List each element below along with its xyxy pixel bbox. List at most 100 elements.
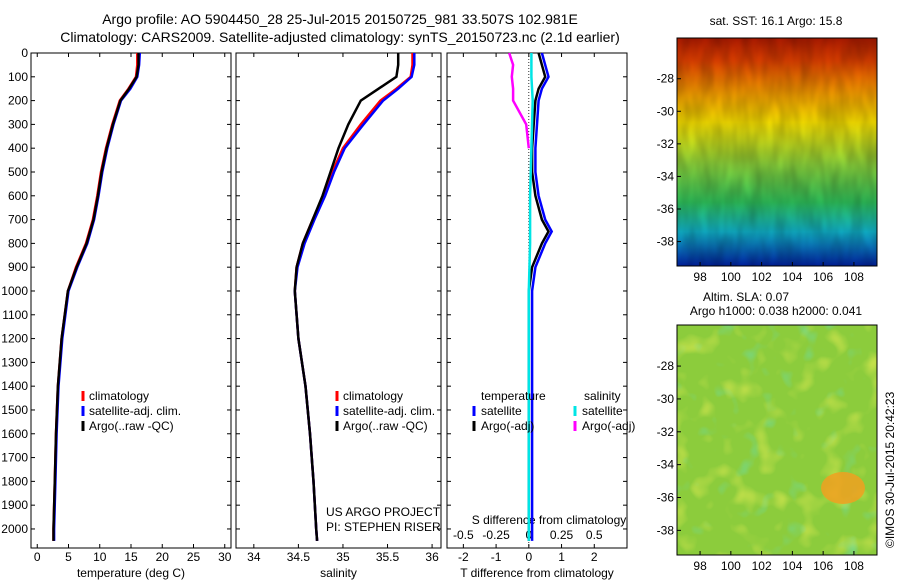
legend-label: satellite-adj. clim.	[343, 404, 435, 418]
y-tick-label: 2000	[1, 522, 28, 536]
series-line-1	[530, 52, 554, 541]
map-y-tick-label: -34	[657, 169, 675, 183]
map-y-tick-label: -36	[657, 491, 675, 505]
y-tick-label: 1000	[1, 284, 28, 298]
x-tick-label: 5	[65, 550, 72, 564]
y-tick-label: 700	[8, 213, 28, 227]
y-tick-label: 1900	[1, 498, 28, 512]
map-x-tick-label: 104	[782, 270, 802, 284]
x-tick-label: 25	[187, 550, 201, 564]
imos-stamp: ©IMOS 30-Jul-2015 20:42:23	[883, 391, 897, 548]
legend-label: satellite-adj. clim.	[89, 404, 181, 418]
x-axis-label: temperature (deg C)	[77, 566, 185, 580]
credit-text: PI: STEPHEN RISER	[326, 520, 441, 534]
map-x-tick-label: 108	[844, 270, 864, 284]
x-tick-label: 34	[247, 550, 261, 564]
x-tick-label: 20	[156, 550, 170, 564]
map-y-tick-label: -38	[657, 235, 675, 249]
x-tick-label: -1	[491, 550, 502, 564]
legend-header-temperature: temperature	[481, 389, 546, 403]
map-x-tick-label: 104	[782, 559, 802, 573]
x-tick-label: 1	[558, 550, 565, 564]
legend-label: Argo(-adj)	[582, 419, 635, 433]
legend-label: Argo(-adj)	[481, 419, 534, 433]
x-axis-label: T difference from climatology	[460, 566, 614, 580]
sst-heatmap-texture	[677, 38, 877, 266]
legend-label: satellite	[481, 404, 522, 418]
x-tick-label: 35	[336, 550, 350, 564]
salinity-profile-panel: 34 34.5 35 35.5 36 salinity climatologysatelli…	[235, 52, 442, 580]
y-tick-label: 0	[21, 46, 28, 60]
sla-map-subtitle: Argo h1000: 0.038 h2000: 0.041	[690, 304, 862, 318]
sla-map-frame	[676, 324, 878, 556]
y-tick-label: 300	[8, 117, 28, 131]
map-y-tick-label: -30	[657, 104, 675, 118]
x-axis-label: salinity	[320, 566, 357, 580]
x-tick-label: 36	[425, 550, 439, 564]
header-line-1: Argo profile: AO 5904450_28 25-Jul-2015 …	[102, 11, 578, 27]
series-line-4	[508, 52, 531, 149]
x-tick-label: 0	[34, 550, 41, 564]
y-tick-label: 1700	[1, 451, 28, 465]
plot-frame	[235, 52, 442, 549]
y-tick-label: 1800	[1, 474, 28, 488]
series-line-3	[293, 53, 400, 541]
x-tick-label: 35.5	[376, 550, 400, 564]
legend-label: Argo(..raw -QC)	[89, 419, 174, 433]
y-tick-label: 900	[8, 260, 28, 274]
x-tick-label: -2	[458, 550, 469, 564]
map-x-tick-label: 106	[813, 559, 833, 573]
map-x-tick-label: 108	[844, 559, 864, 573]
map-y-tick-label: -38	[657, 523, 675, 537]
y-tick-label: 1500	[1, 403, 28, 417]
x-tick-label: 30	[218, 550, 232, 564]
legend-label: satellite	[582, 404, 623, 418]
top-tick-label: -0.5	[453, 528, 474, 542]
series-line-3	[52, 53, 140, 541]
map-y-tick-label: -28	[657, 72, 675, 86]
sla-map-title: Altim. SLA: 0.07	[703, 290, 789, 304]
top-tick-label: 0.5	[586, 528, 603, 542]
sla-heatmap-lows	[677, 325, 877, 555]
x-tick-label: 34.5	[287, 550, 311, 564]
y-tick-label: 1300	[1, 355, 28, 369]
map-x-tick-label: 102	[752, 559, 772, 573]
sst-map-panel: sat. SST: 16.1 Argo: 15.8 98 100 102 104 106…	[657, 14, 878, 284]
y-tick-label: 800	[8, 236, 28, 250]
sla-map-panel: Altim. SLA: 0.07 Argo h1000: 0.038 h2000…	[657, 290, 878, 573]
x-tick-label: 15	[124, 550, 138, 564]
y-tick-label: 1600	[1, 427, 28, 441]
map-x-tick-label: 102	[752, 270, 772, 284]
legend-label: climatology	[89, 389, 149, 403]
map-x-tick-label: 98	[693, 559, 707, 573]
map-y-tick-label: -28	[657, 359, 675, 373]
y-tick-label: 500	[8, 165, 28, 179]
y-tick-label: 400	[8, 141, 28, 155]
sla-warm-anomaly	[821, 472, 865, 504]
map-x-tick-label: 100	[721, 270, 741, 284]
y-tick-label: 1400	[1, 379, 28, 393]
map-y-tick-label: -32	[657, 137, 675, 151]
map-y-tick-label: -34	[657, 458, 675, 472]
x-tick-label: 2	[591, 550, 598, 564]
y-tick-label: 100	[8, 70, 28, 84]
credit-text: US ARGO PROJECT	[326, 505, 441, 519]
map-y-tick-label: -36	[657, 202, 675, 216]
map-y-tick-label: -30	[657, 392, 675, 406]
map-x-tick-label: 98	[693, 270, 707, 284]
top-tick-label: 0.25	[550, 528, 574, 542]
map-y-tick-label: -32	[657, 425, 675, 439]
y-tick-label: 600	[8, 189, 28, 203]
temperature-profile-panel: 0100200300400500600700800900100011001200…	[1, 46, 231, 580]
top-tick-label: -0.25	[482, 528, 510, 542]
plot-frame	[30, 52, 232, 549]
y-tick-label: 1100	[2, 308, 28, 322]
sst-map-title: sat. SST: 16.1 Argo: 15.8	[710, 14, 843, 28]
legend-label: Argo(..raw -QC)	[343, 419, 428, 433]
series-line-3	[527, 53, 534, 541]
header-line-2: Climatology: CARS2009. Satellite-adjuste…	[60, 29, 620, 45]
legend-header-salinity: salinity	[584, 389, 621, 403]
legend-label: climatology	[343, 389, 403, 403]
difference-profile-panel: -2 -1 0 1 2 T difference from climatology -0.5…	[446, 52, 635, 580]
